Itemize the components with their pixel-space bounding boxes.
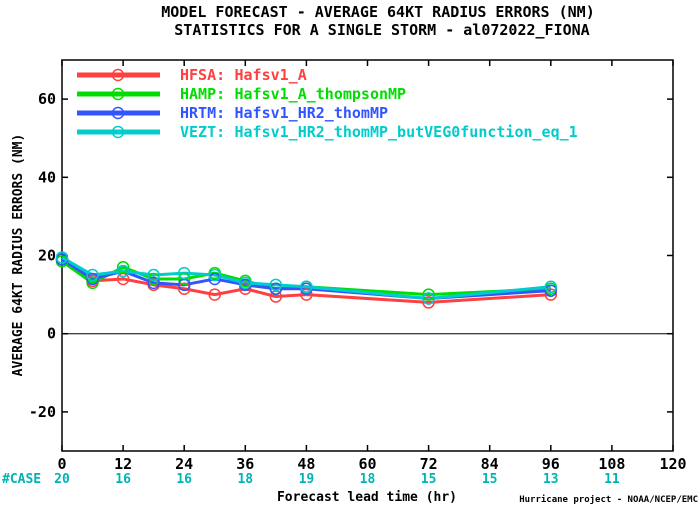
series-point-2 (544, 284, 558, 297)
legend-marker-2 (111, 106, 125, 120)
case-count: 15 (482, 472, 498, 487)
legend-label-1: Hafsv1_A_thompsonMP (235, 85, 407, 103)
y-tick-label: 60 (38, 90, 56, 108)
series-point-1 (86, 276, 99, 290)
series-point-2 (147, 276, 160, 290)
series-point-3 (422, 292, 435, 305)
case-count: 16 (115, 472, 131, 487)
x-tick-label: 96 (542, 455, 560, 473)
case-count: 15 (421, 472, 437, 487)
series-point-1 (422, 288, 435, 301)
series-point-2 (208, 272, 221, 286)
credit-text: Hurricane project - NOAA/NCEP/EMC (519, 494, 698, 505)
series-point-3 (208, 268, 221, 282)
case-count: 20 (54, 472, 70, 487)
legend-marker-3 (111, 125, 125, 139)
series-point-3 (116, 264, 130, 278)
legend-name-2: HRTM: (180, 104, 225, 122)
legend-label-3: Hafsv1_HR2_thomMP_butVEG0function_eq_1 (235, 123, 578, 141)
x-tick-label: 84 (481, 455, 499, 473)
series-layer (55, 251, 558, 309)
case-count: 16 (176, 472, 192, 487)
series-point-3 (544, 280, 558, 294)
series-point-0 (422, 296, 435, 309)
legend-name-0: HFSA: (180, 66, 225, 84)
x-axis-ticks: 0 12 24 36 48 60 72 84 96 108 120 (57, 60, 687, 473)
legend-label-0: Hafsv1_A (235, 66, 307, 84)
case-count: 18 (360, 472, 376, 487)
series-point-3 (177, 266, 191, 280)
series-point-3 (269, 278, 283, 292)
y-tick-label: 40 (38, 168, 56, 186)
series-point-0 (177, 282, 191, 295)
series-point-3 (239, 276, 252, 290)
series-point-0 (300, 288, 313, 301)
series-line-3 (61, 256, 551, 301)
x-tick-label: 12 (114, 455, 132, 473)
series-point-0 (239, 282, 252, 295)
x-tick-label: 0 (57, 455, 66, 473)
case-count: 18 (237, 472, 253, 487)
x-tick-label: 72 (420, 455, 438, 473)
legend-label-2: Hafsv1_HR2_thomMP (235, 104, 389, 122)
y-tick-label: 20 (38, 247, 56, 265)
legend: HFSA: Hafsv1_A HAMP: Hafsv1_A_thompsonMP HRT… (77, 66, 578, 141)
series-point-1 (147, 272, 160, 286)
y-axis-ticks: 60 40 20 0 -20 (29, 90, 673, 421)
y-tick-label: 0 (47, 325, 56, 343)
legend-name-1: HAMP: (180, 85, 225, 103)
series-point-2 (269, 282, 283, 295)
x-tick-label: 120 (659, 455, 686, 473)
series-point-3 (300, 280, 313, 294)
case-count: 19 (299, 472, 315, 487)
chart-subtitle: STATISTICS FOR A SINGLE STORM - al072022… (174, 21, 589, 39)
series-line-0 (61, 258, 551, 304)
x-tick-label: 48 (297, 455, 315, 473)
series-point-2 (86, 272, 99, 286)
x-tick-label: 36 (236, 455, 254, 473)
y-axis-label: AVERAGE 64KT RADIUS ERRORS (NM) (11, 134, 26, 377)
series-point-1 (116, 260, 130, 274)
x-tick-label: 60 (358, 455, 376, 473)
x-tick-label: 24 (175, 455, 193, 473)
legend-marker-1 (111, 87, 125, 101)
case-count: 13 (543, 472, 559, 487)
chart-title: MODEL FORECAST - AVERAGE 64KT RADIUS ERR… (161, 3, 594, 21)
series-point-0 (208, 288, 221, 301)
series-point-0 (544, 288, 558, 301)
case-counts: #CASE 20 16 16 18 19 18 15 15 13 11 (2, 472, 620, 487)
legend-marker-0 (111, 68, 125, 82)
case-label: #CASE (2, 472, 41, 487)
x-axis-label: Forecast lead time (hr) (277, 490, 457, 505)
x-tick-label: 108 (598, 455, 625, 473)
series-point-3 (55, 251, 69, 264)
series-point-3 (147, 268, 160, 282)
case-count: 11 (604, 472, 620, 487)
y-tick-label: -20 (29, 403, 56, 421)
series-point-1 (177, 272, 191, 286)
series-point-3 (86, 268, 99, 282)
legend-name-3: VEZT: (180, 123, 225, 141)
